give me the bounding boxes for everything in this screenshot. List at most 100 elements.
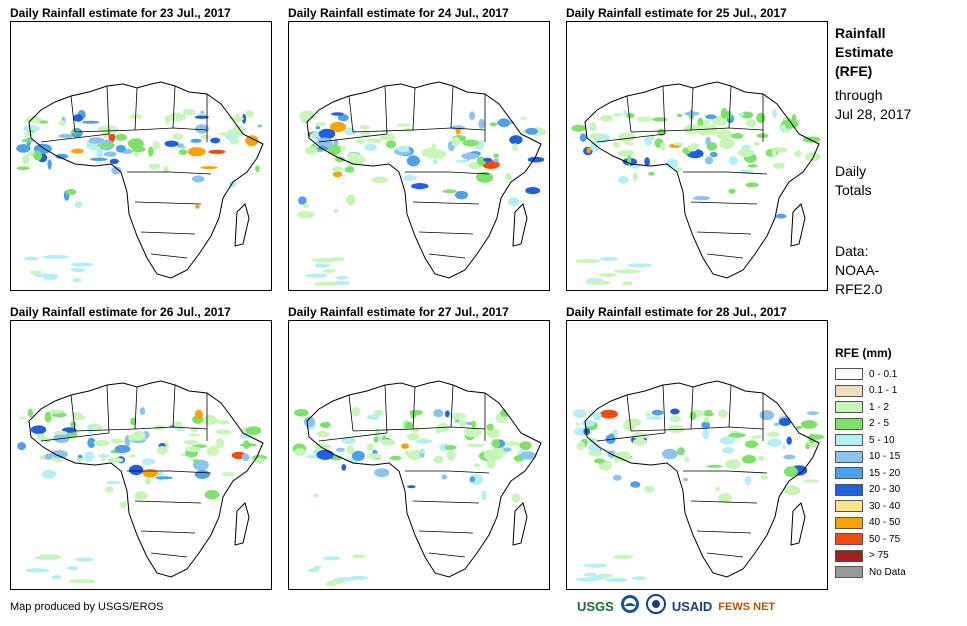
panel-title: Daily Rainfall estimate for 28 Jul., 201…	[566, 305, 787, 319]
rainfall-cell	[451, 136, 461, 147]
rainfall-cell	[325, 581, 337, 586]
rainfall-cell	[185, 446, 201, 452]
madagascar-outline	[790, 502, 806, 546]
rainfall-cell	[766, 431, 781, 438]
country-border	[405, 171, 490, 175]
rainfall-cell	[771, 108, 777, 119]
rainfall-cell	[777, 150, 783, 154]
country-border	[412, 87, 416, 131]
legend-item: 30 - 40	[835, 498, 955, 515]
rainfall-cell	[30, 425, 47, 434]
rainfall-cell	[255, 165, 260, 173]
rainfall-cell	[16, 166, 30, 171]
rainfall-cell	[366, 453, 382, 459]
country-border	[683, 171, 768, 175]
rainfall-cell	[632, 438, 647, 446]
rainfall-cell	[366, 414, 380, 420]
rainfall-cell	[32, 273, 59, 278]
rainfall-legend: RFE (mm) 0 - 0.1 0.1 - 1 1 - 2 2 - 5 5 - 10 1…	[835, 346, 955, 581]
rainfall-cell	[478, 118, 485, 129]
rainfall-cell	[428, 149, 447, 159]
legend-swatch	[835, 533, 863, 546]
rainfall-cell	[191, 175, 205, 183]
legend-swatch	[835, 566, 863, 579]
rainfall-map	[566, 320, 828, 590]
rainfall-cell	[301, 115, 318, 119]
rainfall-cell	[747, 164, 758, 168]
rainfall-cell	[322, 556, 341, 561]
rainfall-cell	[130, 417, 137, 426]
rainfall-cell	[203, 414, 217, 426]
country-border	[70, 95, 76, 133]
rainfall-cell	[404, 421, 413, 429]
rainfall-cell	[176, 143, 184, 149]
country-border	[418, 231, 474, 235]
country-border	[140, 231, 196, 235]
rainfall-cell	[760, 475, 769, 480]
rainfall-cell	[33, 150, 43, 161]
rainfall-cell	[191, 426, 198, 433]
rainfall-cell	[16, 144, 31, 153]
rainfall-cell	[397, 145, 410, 153]
legend-swatch	[835, 450, 863, 463]
rainfall-cell	[718, 493, 733, 503]
rainfall-cell	[53, 433, 70, 443]
country-border	[690, 87, 694, 131]
rainfall-cell	[469, 111, 476, 120]
rainfall-cell	[669, 415, 682, 423]
noaa-logo-icon	[620, 594, 640, 619]
rainfall-cell	[229, 116, 244, 122]
rainfall-cell	[200, 166, 218, 170]
legend-item: 0.1 - 1	[835, 383, 955, 400]
rainfall-cell	[294, 409, 309, 417]
legend-item: 20 - 30	[835, 482, 955, 499]
legend-item: 50 - 75	[835, 531, 955, 548]
rainfall-cell	[303, 416, 316, 428]
rainfall-cell	[194, 115, 209, 119]
legend-swatch	[835, 483, 863, 496]
rainfall-cell	[586, 147, 592, 154]
madagascar-outline	[512, 203, 528, 247]
rainfall-cell	[204, 490, 220, 500]
rainfall-cell	[318, 128, 336, 140]
rainfall-cell	[445, 410, 450, 418]
rainfall-cell	[58, 133, 74, 139]
country-border	[74, 127, 208, 133]
daily-totals-label: Daily Totals	[835, 162, 955, 200]
legend-swatch	[835, 467, 863, 480]
rainfall-map	[566, 21, 828, 291]
rainfall-cell	[772, 162, 785, 169]
rainfall-cell	[104, 486, 114, 493]
rainfall-cell	[230, 139, 240, 145]
rainfall-cell	[783, 454, 796, 460]
legend-swatch	[835, 384, 863, 397]
rainfall-field	[297, 110, 546, 286]
rainfall-cell	[239, 443, 257, 447]
rainfall-cell	[314, 122, 327, 127]
rainfall-cell	[684, 456, 690, 463]
legend-item: 15 - 20	[835, 465, 955, 482]
rainfall-cell	[728, 188, 736, 194]
panel-title: Daily Rainfall estimate for 24 Jul., 201…	[288, 6, 509, 20]
country-border	[150, 253, 188, 259]
rainfall-cell	[333, 281, 351, 285]
legend-label: 40 - 50	[869, 517, 901, 529]
rainfall-cell	[403, 174, 417, 181]
legend-label: 15 - 20	[869, 467, 901, 479]
rainfall-cell	[187, 433, 201, 437]
country-border	[412, 500, 480, 504]
country-border	[728, 384, 732, 428]
rainfall-cell	[335, 275, 349, 280]
rainfall-cell	[351, 554, 365, 559]
rainfall-cell	[308, 568, 319, 573]
panel-title: Daily Rainfall estimate for 23 Jul., 201…	[10, 6, 231, 20]
rainfall-cell	[77, 454, 83, 459]
rainfall-cell	[476, 156, 486, 166]
rainfall-cell	[519, 441, 532, 450]
country-border	[106, 85, 110, 135]
rainfall-cell	[661, 448, 678, 460]
rainfall-cell	[406, 155, 420, 167]
rainfall-cell	[304, 146, 318, 155]
rainfall-cell	[737, 148, 755, 157]
rainfall-cell	[618, 175, 629, 184]
